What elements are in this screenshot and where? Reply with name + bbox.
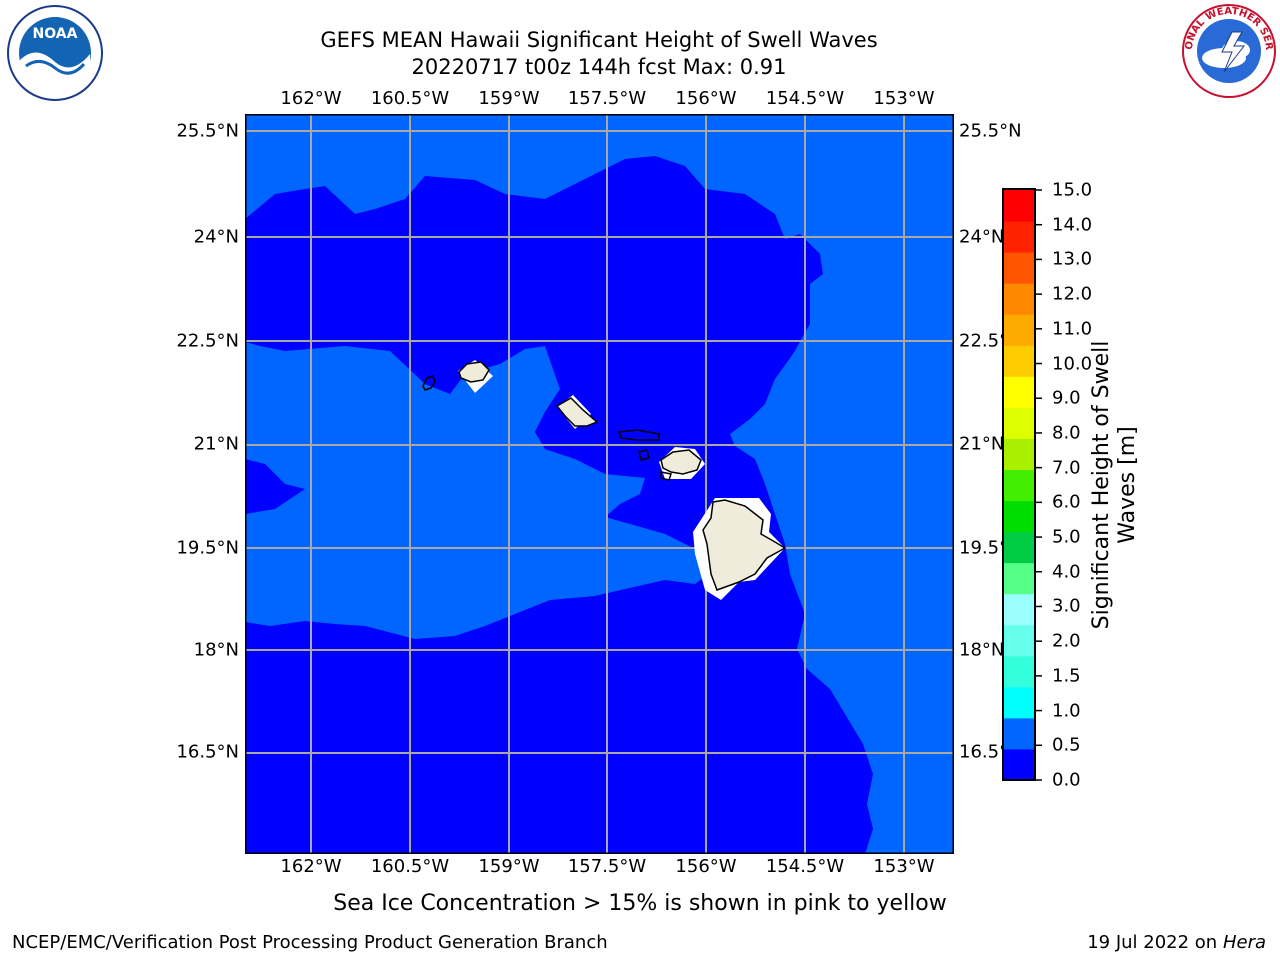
colorbar-tick-label: 3.0 <box>1052 595 1081 617</box>
maui-island <box>660 449 702 475</box>
lat-label-left: 25.5°N <box>176 120 239 142</box>
colorbar-segment <box>1004 314 1034 346</box>
lon-label-bottom: 154.5°W <box>765 856 845 877</box>
colorbar-tick-label: 6.0 <box>1052 491 1081 513</box>
footer-date: 19 Jul 2022 on Hera <box>1087 932 1266 953</box>
noaa-logo: NOAA <box>7 5 103 101</box>
lon-label-bottom: 159°W <box>478 856 540 877</box>
lat-label-right: 25.5°N <box>959 120 1022 142</box>
colorbar-tick-label: 1.0 <box>1052 700 1081 722</box>
lon-label-top: 159°W <box>478 88 540 109</box>
colorbar-tick-label: 4.0 <box>1052 561 1081 583</box>
kauai-island <box>458 361 490 383</box>
kahoolawe-island <box>660 471 672 481</box>
colorbar-segment <box>1004 190 1034 222</box>
colorbar-segment <box>1004 531 1034 564</box>
colorbar-title: Significant Height of Swell Waves [m] <box>1089 315 1141 655</box>
colorbar <box>1002 188 1042 781</box>
colorbar-tick-label: 0.5 <box>1052 734 1081 756</box>
map-grid <box>245 114 954 854</box>
footer-branch: NCEP/EMC/Verification Post Processing Pr… <box>12 932 608 953</box>
colorbar-segment <box>1004 252 1034 284</box>
colorbar-segment <box>1004 748 1034 781</box>
colorbar-segment <box>1004 438 1034 470</box>
sea-ice-note: Sea Ice Concentration > 15% is shown in … <box>333 891 947 916</box>
big-island <box>702 499 787 591</box>
swell-map <box>245 114 954 854</box>
colorbar-tick-label: 8.0 <box>1052 422 1081 444</box>
colorbar-tick-label: 15.0 <box>1052 179 1093 201</box>
colorbar-segment <box>1004 283 1034 315</box>
footer-host: Hera <box>1222 932 1266 953</box>
colorbar-segment <box>1004 500 1034 533</box>
colorbar-tick-label: 2.0 <box>1052 630 1081 652</box>
lon-label-bottom: 153°W <box>873 856 935 877</box>
ocean-dark-channel <box>535 339 635 459</box>
lon-label-top: 153°W <box>873 88 935 109</box>
lon-label-top: 160.5°W <box>370 88 450 109</box>
lon-label-top: 157.5°W <box>567 88 647 109</box>
colorbar-tick-label: 9.0 <box>1052 387 1081 409</box>
colorbar-tick-label: 0.0 <box>1052 769 1081 791</box>
chart-subtitle: 20220717 t00z 144h fcst Max: 0.91 <box>411 55 787 79</box>
lat-label-left: 16.5°N <box>176 741 239 763</box>
lon-label-bottom: 162°W <box>280 856 342 877</box>
noaa-logo-text: NOAA <box>33 26 78 42</box>
lat-label-left: 22.5°N <box>176 330 239 352</box>
colorbar-tick-label: 14.0 <box>1052 214 1093 236</box>
colorbar-segment <box>1004 593 1034 626</box>
lat-label-right: 24°N <box>959 226 1005 248</box>
colorbar-tick-label: 7.0 <box>1052 457 1081 479</box>
lat-label-left: 18°N <box>193 639 239 661</box>
colorbar-segment <box>1004 655 1034 688</box>
colorbar-segment <box>1004 469 1034 502</box>
lon-label-bottom: 156°W <box>675 856 737 877</box>
colorbar-tick-label: 12.0 <box>1052 283 1093 305</box>
lon-label-bottom: 160.5°W <box>370 856 450 877</box>
colorbar-tick-label: 11.0 <box>1052 318 1093 340</box>
chart-title: GEFS MEAN Hawaii Significant Height of S… <box>320 28 878 52</box>
colorbar-title-line2: Waves [m] <box>1115 426 1140 544</box>
ocean-dark-west-inlet <box>245 459 305 514</box>
oahu-island <box>555 397 599 427</box>
niihau-island <box>422 375 436 391</box>
molokai-island <box>617 429 660 441</box>
colorbar-tick-label: 5.0 <box>1052 526 1081 548</box>
lat-label-right: 21°N <box>959 433 1005 455</box>
colorbar-tick-label: 1.5 <box>1052 665 1081 687</box>
lon-label-top: 154.5°W <box>765 88 845 109</box>
colorbar-segment <box>1004 624 1034 657</box>
colorbar-segment <box>1004 376 1034 408</box>
lat-label-left: 21°N <box>193 433 239 455</box>
lon-label-top: 162°W <box>280 88 342 109</box>
colorbar-title-line1: Significant Height of Swell <box>1089 340 1114 630</box>
lon-label-top: 156°W <box>675 88 737 109</box>
colorbar-segment <box>1004 407 1034 439</box>
ocean-light-north-east <box>245 114 954 854</box>
colorbar-segment <box>1004 686 1034 719</box>
map-frame <box>245 114 954 854</box>
ocean-light-central <box>245 342 715 639</box>
lat-label-left: 24°N <box>193 226 239 248</box>
colorbar-segment <box>1004 345 1034 377</box>
lat-label-right: 18°N <box>959 639 1005 661</box>
nws-logo: NATIONAL WEATHER SERVICE <box>1180 2 1276 98</box>
islands <box>422 360 787 600</box>
footer-date-text: 19 Jul 2022 on <box>1087 932 1223 953</box>
colorbar-segment <box>1004 221 1034 253</box>
colorbar-segment <box>1004 562 1034 595</box>
lon-label-bottom: 157.5°W <box>567 856 647 877</box>
colorbar-tick-label: 13.0 <box>1052 248 1093 270</box>
colorbar-segment <box>1004 717 1034 750</box>
lat-label-left: 19.5°N <box>176 537 239 559</box>
lanai-island <box>638 449 650 461</box>
colorbar-tick-label: 10.0 <box>1052 353 1093 375</box>
